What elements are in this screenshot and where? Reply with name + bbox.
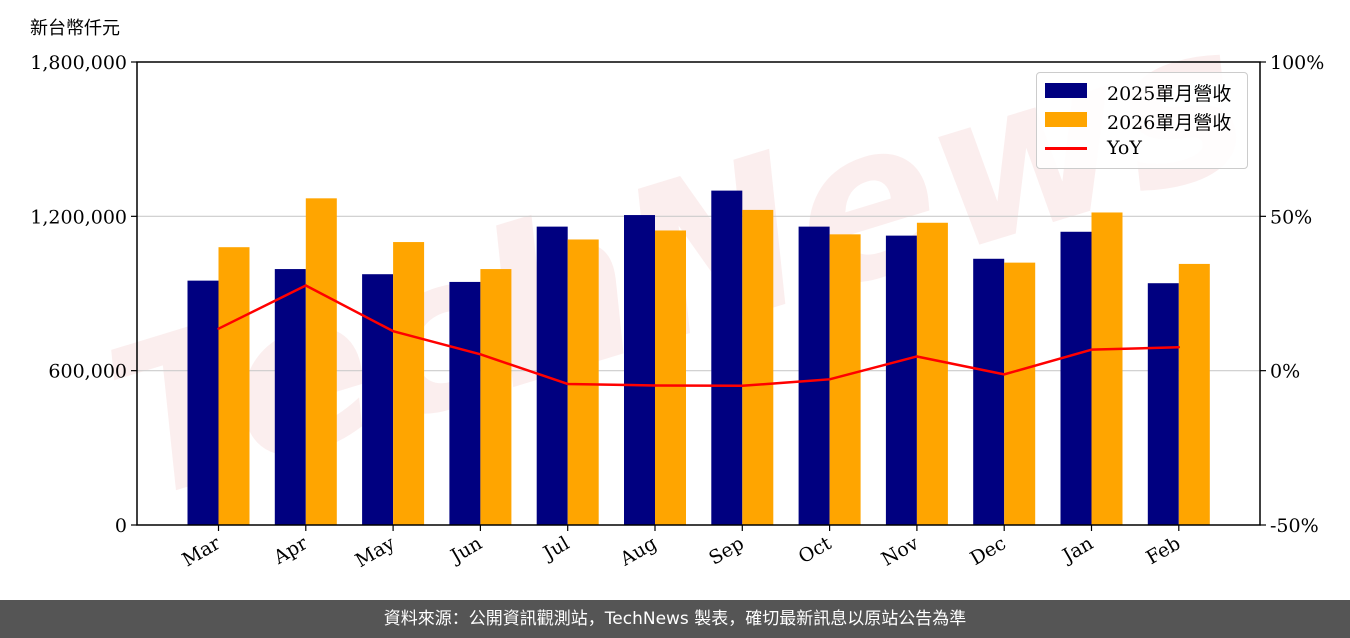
legend-label-2025: 2025單月營收 — [1107, 83, 1232, 105]
x-tick-label-may: May — [352, 532, 399, 572]
bar-2025-jan — [1060, 231, 1092, 525]
y2-tick-label-1: 0% — [1270, 361, 1300, 383]
yoy-point-aug — [653, 384, 657, 387]
yoy-point-apr — [304, 284, 307, 287]
y-tick-label-2: 1,200,000 — [30, 206, 127, 228]
y-tick-label-3: 1,800,000 — [30, 52, 127, 74]
y-tick-label-0: 0 — [115, 515, 127, 537]
y-axis-unit-label: 新台幣仟元 — [30, 18, 120, 39]
x-tick-label-jun: Jun — [445, 532, 486, 568]
legend-item-yoy: YoY — [1045, 135, 1241, 163]
bar-2026-jul — [567, 239, 599, 525]
yoy-point-may — [391, 329, 395, 333]
legend-label-2026: 2026單月營收 — [1107, 112, 1232, 134]
yoy-line — [217, 284, 1179, 388]
x-tick-label-nov: Nov — [878, 532, 923, 571]
bar-2026-feb — [1178, 263, 1210, 525]
bar-2026-dec — [1004, 262, 1036, 525]
y2-tick-label-3: 100% — [1270, 52, 1324, 74]
x-tick-label-dec: Dec — [967, 532, 1010, 570]
legend-swatch-2026 — [1045, 112, 1087, 127]
x-tick-label-jul: Jul — [538, 532, 573, 565]
yoy-line-group — [217, 284, 1181, 388]
yoy-point-oct — [828, 378, 831, 381]
legend-label-yoy: YoY — [1107, 137, 1142, 159]
bar-2026-oct — [829, 234, 861, 526]
bar-2026-mar — [218, 247, 250, 525]
x-tick-label-jan: Jan — [1057, 532, 1097, 568]
bar-2025-may — [362, 274, 394, 525]
yoy-point-feb — [1177, 346, 1181, 349]
bar-2026-sep — [742, 209, 774, 525]
bar-2026-apr — [305, 198, 337, 526]
source-footer: 資料來源：公開資訊觀測站，TechNews 製表，確切最新訊息以原站公告為準 — [0, 600, 1350, 638]
bar-2025-sep — [711, 190, 743, 525]
yoy-point-dec — [1003, 373, 1006, 376]
legend: 2025單月營收 2026單月營收 YoY — [1036, 72, 1248, 169]
legend-line-yoy — [1045, 147, 1087, 150]
yoy-point-jun — [479, 353, 482, 356]
bar-2026-jan — [1091, 212, 1123, 525]
bar-2026-aug — [655, 230, 686, 525]
yoy-point-sep — [741, 384, 744, 387]
x-tick-label-feb: Feb — [1143, 532, 1185, 569]
x-tick-label-aug: Aug — [616, 532, 661, 571]
plot-frame — [136, 61, 1261, 526]
x-tick-label-sep: Sep — [705, 532, 748, 569]
x-tick-label-oct: Oct — [795, 532, 836, 568]
yoy-point-nov — [915, 355, 919, 358]
y2-tick-label-0: -50% — [1270, 515, 1319, 537]
bar-2025-oct — [798, 226, 830, 525]
y2-tick-label-2: 50% — [1270, 206, 1312, 228]
bar-2025-mar — [187, 280, 219, 525]
x-tick-label-apr: Apr — [269, 532, 312, 569]
bar-2025-feb — [1147, 283, 1179, 525]
bar-2025-nov — [885, 235, 917, 525]
bar-2026-may — [393, 242, 425, 526]
yoy-point-mar — [217, 327, 220, 330]
legend-item-2026: 2026單月營收 — [1045, 106, 1241, 134]
bar-2026-jun — [480, 269, 512, 525]
yoy-point-jul — [566, 382, 569, 386]
bars-group — [187, 190, 1210, 526]
legend-swatch-2025 — [1045, 83, 1087, 98]
bar-2026-nov — [916, 222, 948, 525]
y-tick-label-1: 600,000 — [48, 361, 127, 383]
bar-2025-dec — [973, 258, 1005, 525]
yoy-point-jan — [1090, 348, 1093, 351]
bar-2025-apr — [274, 269, 306, 525]
legend-item-2025: 2025單月營收 — [1045, 77, 1241, 105]
bar-2025-jun — [449, 281, 481, 525]
bar-2025-aug — [624, 215, 655, 525]
